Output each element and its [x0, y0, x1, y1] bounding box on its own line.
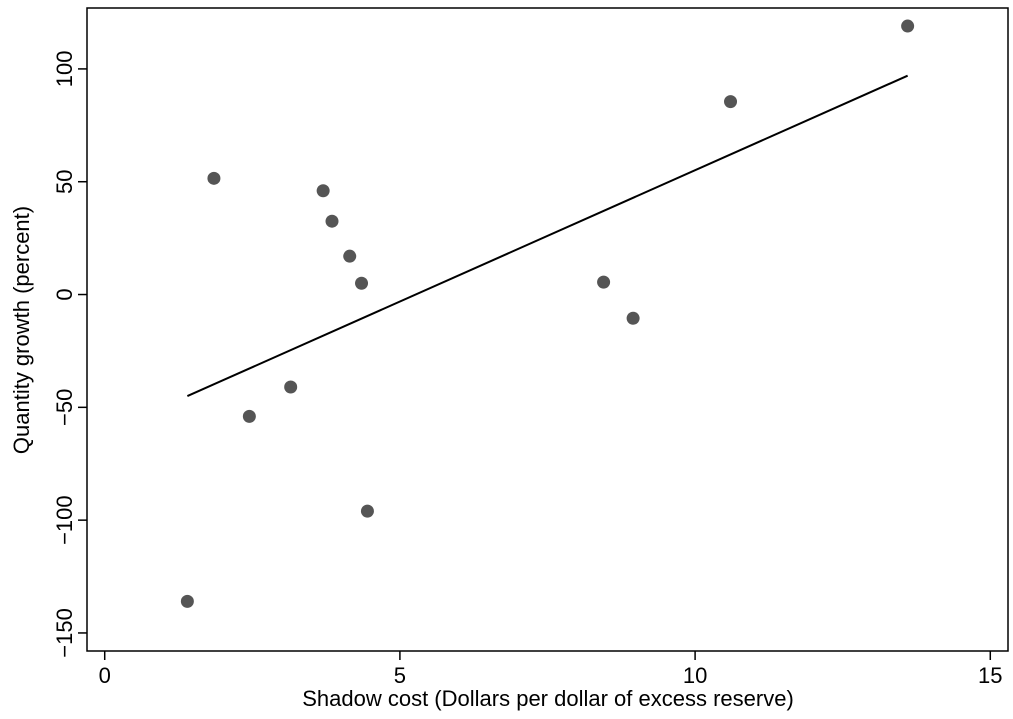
x-tick-label: 15 — [978, 663, 1002, 688]
y-tick-label: 0 — [52, 288, 77, 300]
y-tick-label: −150 — [52, 608, 77, 658]
data-point — [180, 594, 194, 608]
y-axis: −150 −100 −50 0 50 100 — [52, 51, 87, 658]
points-layer — [180, 19, 915, 608]
data-point — [325, 214, 339, 228]
data-point — [360, 504, 374, 518]
y-tick-label: −50 — [52, 389, 77, 426]
data-point — [242, 409, 256, 423]
x-tick-label: 0 — [99, 663, 111, 688]
y-axis-title: Quantity growth (percent) — [9, 206, 34, 454]
x-axis: 0 5 10 15 — [99, 651, 1003, 688]
y-tick-label: 50 — [52, 169, 77, 193]
data-point — [626, 311, 640, 325]
x-tick-label: 5 — [394, 663, 406, 688]
data-point — [207, 171, 221, 185]
x-tick-label: 10 — [683, 663, 707, 688]
data-point — [597, 275, 611, 289]
data-point — [355, 276, 369, 290]
plot-frame — [86, 7, 1009, 652]
fit-line — [186, 74, 909, 397]
y-tick-label: −100 — [52, 495, 77, 545]
data-point — [724, 95, 738, 109]
fit-line-layer — [186, 74, 909, 397]
x-axis-title: Shadow cost (Dollars per dollar of exces… — [302, 686, 794, 711]
y-tick-label: 100 — [52, 51, 77, 88]
data-point — [901, 19, 915, 33]
data-point — [316, 184, 330, 198]
data-point — [343, 249, 357, 263]
data-point — [284, 380, 298, 394]
